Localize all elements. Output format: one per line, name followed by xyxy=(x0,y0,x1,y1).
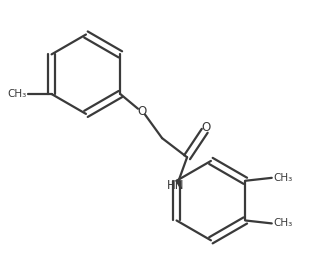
Text: O: O xyxy=(137,105,146,118)
Text: CH₃: CH₃ xyxy=(273,173,293,183)
Text: O: O xyxy=(202,121,211,134)
Text: CH₃: CH₃ xyxy=(273,218,293,228)
Text: CH₃: CH₃ xyxy=(7,89,27,99)
Text: HN: HN xyxy=(167,179,184,192)
